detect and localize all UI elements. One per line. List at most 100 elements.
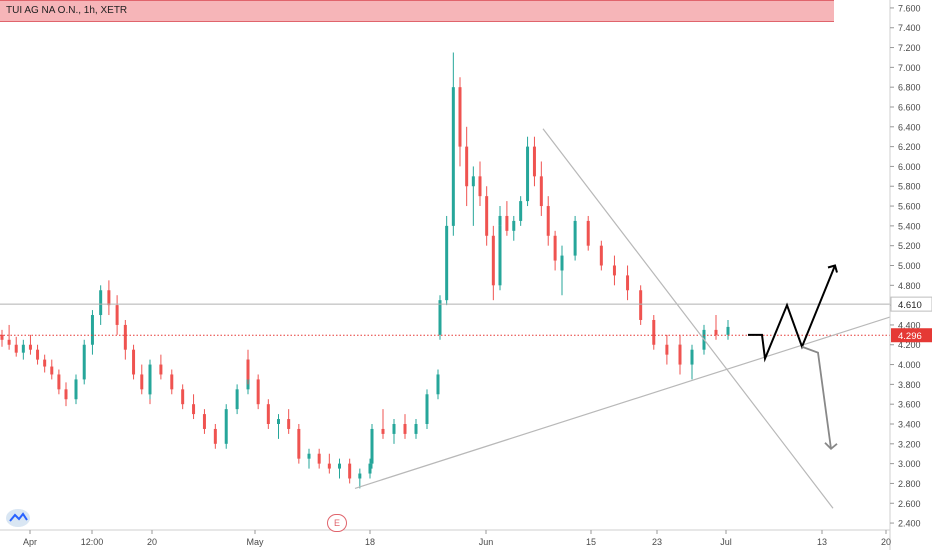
candle-body [115, 305, 119, 325]
candle-body [714, 329, 718, 335]
candle-body [287, 419, 291, 429]
candle-body [436, 374, 440, 395]
candle [213, 424, 217, 449]
candle [678, 334, 682, 375]
candle [368, 458, 372, 479]
time-tick-label: 20 [147, 537, 157, 547]
price-axis[interactable]: 2.400 2.600 2.800 3.000 3.200 3.400 3.600 3.800… [889, 0, 932, 550]
candle-body [652, 319, 656, 345]
price-tick-label: 2.400 [898, 519, 921, 529]
candle-body [726, 326, 730, 335]
price-tick-label: 3.800 [898, 380, 921, 390]
candle [626, 265, 630, 301]
candle-body [148, 364, 152, 395]
price-tick-label: 7.600 [898, 3, 921, 13]
candle-body [0, 334, 4, 340]
time-tick-label: 12:00 [81, 537, 104, 547]
price-tick-label: 5.200 [898, 241, 921, 251]
candle-body [277, 419, 280, 424]
candle-body [140, 374, 144, 390]
candle-body [43, 359, 47, 367]
candle-body [498, 225, 502, 286]
candle [519, 196, 523, 226]
candle [224, 404, 228, 449]
candle-body [50, 366, 54, 375]
candle [43, 354, 47, 373]
candle-body [90, 315, 94, 345]
candle-body [612, 265, 616, 276]
symbol-title[interactable]: TUI AG NA O.N., 1h, XETR [6, 5, 128, 16]
candle [0, 329, 4, 347]
time-tick-label: Jun [479, 537, 494, 547]
price-tick-label: 5.400 [898, 221, 921, 231]
candle [652, 315, 656, 350]
candle [170, 369, 174, 395]
candle [287, 409, 291, 434]
candle-body [678, 344, 682, 365]
candle-body [519, 201, 523, 221]
candle-body [132, 349, 136, 375]
earnings-badge[interactable]: E [327, 514, 347, 532]
candle [7, 324, 11, 350]
candle-body [425, 394, 429, 424]
time-tick-label: 13 [817, 537, 827, 547]
candle-body [327, 463, 331, 469]
candle-body [202, 414, 206, 429]
candle-body [266, 404, 270, 424]
candle [392, 419, 396, 444]
candle [478, 161, 482, 207]
tradingview-logo-icon[interactable] [5, 508, 31, 528]
candle [90, 310, 94, 355]
price-tick-label: 2.600 [898, 499, 921, 509]
time-axis[interactable]: Apr 12:00 20 May 18 Jun 15 23 Jul 13 20 [0, 529, 891, 547]
price-tick-label: 6.400 [898, 122, 921, 132]
candle [358, 468, 362, 489]
candle [21, 339, 25, 360]
candle [115, 295, 119, 335]
price-tick-label: 4.800 [898, 281, 921, 291]
candle [485, 186, 489, 246]
time-tick-label: Apr [23, 537, 37, 547]
candle-body [505, 215, 509, 231]
candle-body [690, 349, 694, 365]
candle [140, 364, 144, 395]
candle-body [553, 235, 557, 261]
candle-body [370, 428, 374, 464]
candle-body [491, 235, 495, 286]
candle-body [348, 463, 352, 479]
candle-body [7, 339, 11, 345]
price-tick-label: 4.400 [898, 320, 921, 330]
candle [159, 354, 163, 380]
price-tick-label: 2.800 [898, 479, 921, 489]
candle-body [471, 176, 475, 187]
candle [338, 458, 341, 479]
candle [192, 394, 196, 420]
price-tick-label: 3.000 [898, 459, 921, 469]
candle [539, 161, 543, 216]
price-tick-label: 6.200 [898, 142, 921, 152]
candle-body [438, 300, 442, 335]
candle-body [181, 389, 185, 405]
candle [665, 334, 669, 365]
candle-body [213, 428, 217, 444]
candle [99, 285, 103, 325]
candle-body [107, 290, 111, 306]
candle-body [665, 344, 669, 355]
candle [348, 458, 352, 484]
candle-body [445, 225, 449, 301]
candle [50, 359, 54, 380]
current-price-label: 4.296 [898, 331, 922, 342]
candle-body [256, 379, 260, 405]
candle [690, 344, 694, 380]
candle [307, 448, 311, 469]
resistance-zone[interactable] [0, 0, 834, 22]
candle-body [368, 463, 372, 474]
candle-body [21, 344, 25, 353]
candle [465, 126, 469, 207]
candle-body [526, 146, 530, 202]
price-tick-label: 7.200 [898, 43, 921, 53]
candle-body [414, 424, 418, 434]
candle-body [297, 428, 301, 459]
candle [445, 215, 449, 306]
